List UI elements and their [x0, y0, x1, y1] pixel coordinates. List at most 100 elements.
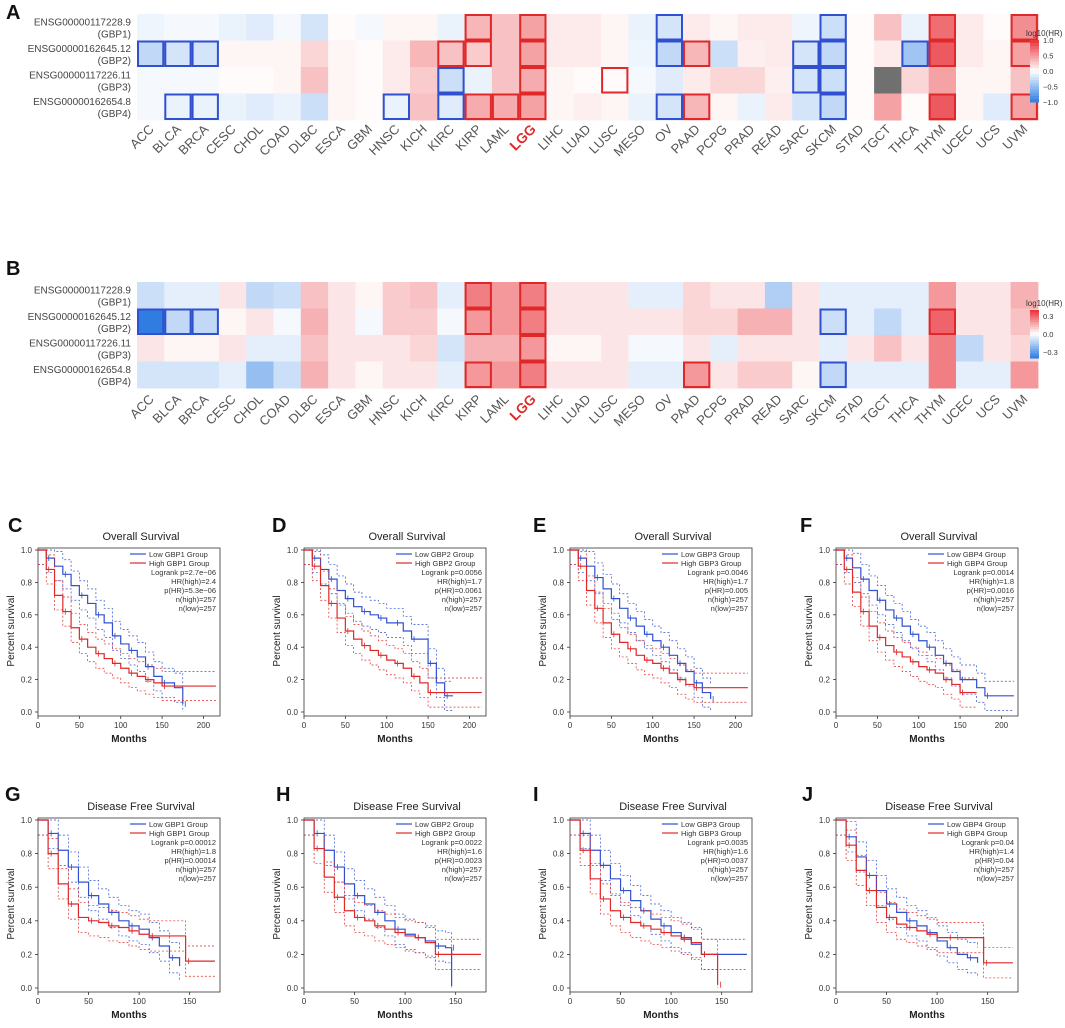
y-tick-label: 0.6: [553, 883, 565, 892]
legend-label-low: Low GBP3 Group: [681, 820, 740, 829]
plot-title: Overall Survival: [634, 531, 711, 543]
heat-cell: [300, 308, 329, 336]
heat-cell: [437, 40, 466, 68]
stat-line: n(high)=257: [442, 865, 482, 874]
high-risk-box: [519, 67, 547, 94]
column-label: LUAD: [558, 392, 593, 427]
heat-cell: [901, 282, 930, 309]
stat-line: n(low)=257: [977, 604, 1014, 613]
low-risk-box: [137, 308, 165, 335]
x-tick-label: 0: [568, 997, 573, 1006]
y-axis-label: Percent survival: [538, 595, 549, 666]
heat-cell: [137, 282, 165, 309]
high-risk-box: [519, 93, 547, 120]
legend-tick: 0.0: [1043, 67, 1053, 76]
stat-line: Logrank p=0.0014: [953, 568, 1014, 577]
high-risk-box: [464, 14, 492, 41]
legend-label-high: High GBP4 Group: [947, 829, 1007, 838]
x-tick-label: 100: [380, 721, 394, 730]
heat-cell: [737, 93, 766, 121]
heat-cell: [519, 40, 547, 68]
legend-label-high: High GBP1 Group: [149, 829, 209, 838]
heat-cell: [792, 335, 820, 362]
column-label: UVM: [999, 122, 1030, 153]
heat-cell: [628, 67, 657, 94]
y-tick-label: 0.6: [21, 611, 33, 620]
stat-line: n(low)=257: [179, 874, 216, 883]
column-label: UVM: [999, 392, 1030, 423]
heat-cell: [437, 335, 466, 362]
heat-cell: [601, 93, 629, 121]
x-tick-label: 150: [183, 997, 197, 1006]
low-risk-box: [437, 93, 465, 120]
heat-cell: [792, 14, 820, 41]
heat-cell: [819, 361, 848, 389]
heat-cell: [218, 308, 247, 336]
heat-cell: [956, 308, 984, 336]
heat-cell: [710, 14, 739, 41]
high-survival-curve: [304, 549, 482, 694]
x-axis-label: Months: [643, 1010, 679, 1021]
low-risk-box: [382, 93, 411, 120]
legend-swatch: [1030, 86, 1039, 91]
low-risk-box: [819, 93, 847, 120]
column-label: LGG: [506, 391, 539, 424]
legend-swatch: [1030, 348, 1039, 352]
heat-cell: [191, 361, 220, 389]
heat-cell: [164, 308, 193, 336]
heat-cell: [846, 335, 875, 362]
heat-cell: [928, 40, 957, 68]
heat-cell: [683, 335, 711, 362]
column-label: COAD: [256, 392, 293, 429]
low-risk-box: [137, 40, 165, 67]
legend-label-high: High GBP2 Group: [415, 829, 475, 838]
x-axis-label: Months: [111, 734, 147, 745]
panel-letter: J: [802, 784, 814, 806]
legend-swatch: [1030, 343, 1039, 347]
row-label-gene: (GBP1): [98, 29, 131, 40]
high-ci-upper: [570, 549, 748, 674]
legend-label-low: Low GBP1 Group: [149, 820, 208, 829]
stat-line: Logrank p=0.0035: [687, 838, 748, 847]
x-axis-label: Months: [909, 1010, 945, 1021]
heat-cell: [601, 361, 629, 389]
heat-cell: [983, 335, 1012, 362]
heat-cell: [246, 14, 274, 41]
heat-cell: [464, 308, 493, 336]
x-axis-label: Months: [111, 1010, 147, 1021]
stat-line: Logrank p=0.00012: [151, 838, 216, 847]
heat-cell: [874, 14, 902, 41]
y-tick-label: 1.0: [553, 546, 565, 555]
x-tick-label: 150: [953, 721, 967, 730]
heat-cell: [764, 93, 793, 121]
high-survival-curve: [570, 819, 719, 985]
heat-cell: [191, 93, 220, 121]
heat-cell: [382, 282, 411, 309]
legend-tick: −0.5: [1043, 83, 1058, 92]
heat-cell: [355, 67, 384, 94]
stat-line: p(HR)=0.005: [705, 586, 748, 595]
row-label-id: ENSG00000117228.9: [34, 285, 132, 296]
heat-cell: [137, 14, 165, 41]
heat-cell: [164, 93, 193, 121]
row-label-gene: (GBP2): [98, 56, 131, 67]
high-risk-box: [464, 308, 492, 335]
legend-tick: −1.0: [1043, 98, 1058, 107]
column-label: UCS: [973, 121, 1003, 151]
low-risk-box: [819, 40, 847, 67]
heat-cell: [410, 361, 438, 389]
heat-cell: [464, 14, 493, 41]
high-risk-box: [464, 282, 492, 309]
high-risk-box: [683, 93, 711, 120]
high-risk-box: [1010, 14, 1038, 41]
heat-cell: [410, 93, 438, 121]
heat-cell: [546, 14, 575, 41]
row-label-id: ENSG00000117228.9: [34, 17, 132, 28]
low-risk-box: [792, 67, 820, 94]
heat-cell: [928, 14, 957, 41]
high-survival-curve: [836, 819, 1013, 964]
legend-swatch: [1030, 324, 1039, 328]
heat-cell: [300, 14, 329, 41]
low-risk-box: [901, 40, 929, 67]
heat-cell: [491, 14, 520, 41]
